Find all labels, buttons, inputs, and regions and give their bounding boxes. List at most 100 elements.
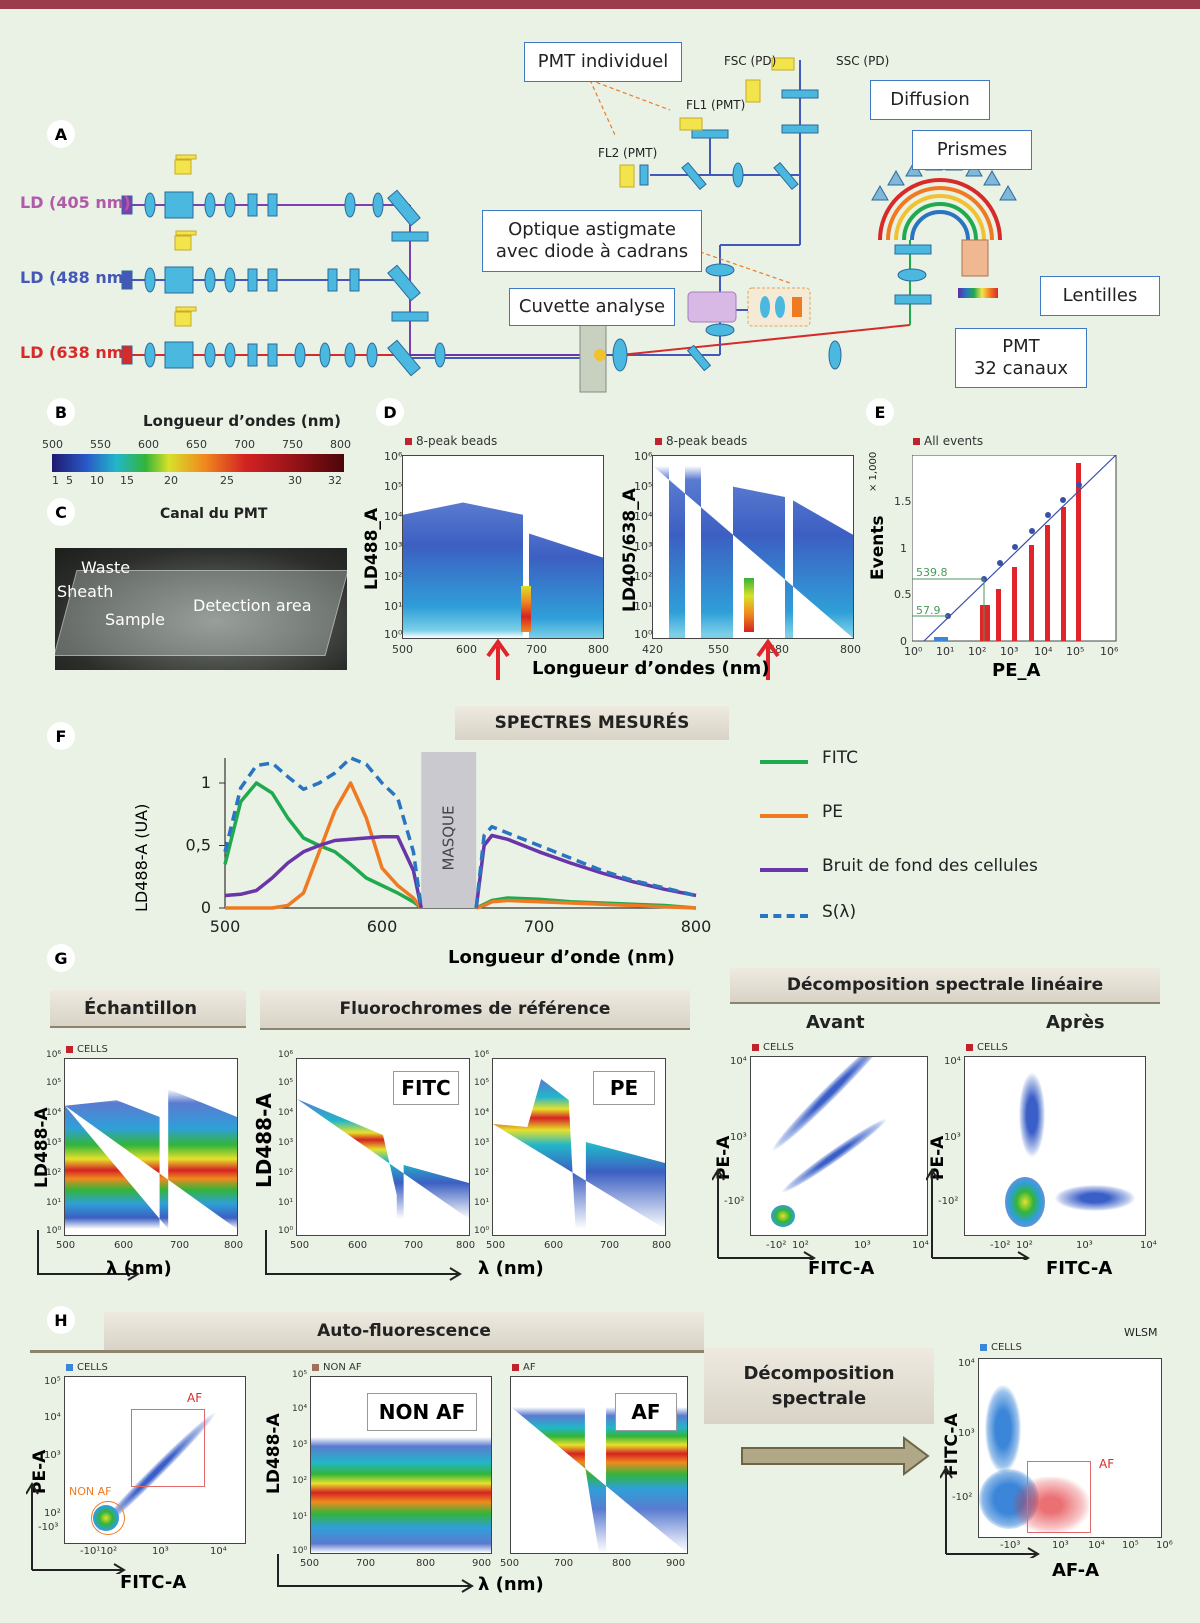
d2-ytick: 10¹ bbox=[634, 600, 653, 613]
e-peak bbox=[1076, 463, 1081, 641]
d2-yticks: 10⁶ 10⁵ 10⁴ 10³ 10² 10¹ 10⁰ bbox=[634, 450, 653, 641]
fl1-label: FL1 (PMT) bbox=[686, 98, 746, 112]
g-bar-echantillon: Échantillon bbox=[50, 990, 246, 1028]
optique-line2: avec diode à cadrans bbox=[495, 241, 689, 262]
d2-ytick: 10⁵ bbox=[634, 480, 653, 493]
optical-bench-diagram bbox=[121, 57, 1017, 393]
e-histogram bbox=[912, 455, 1117, 642]
e-ytick: 1.5 bbox=[894, 495, 912, 508]
h-nonaf-heatmap: NON AF bbox=[310, 1376, 492, 1554]
g-fitc-ytick: 10³ bbox=[278, 1138, 294, 1148]
chip-label-waste: Waste bbox=[81, 558, 131, 577]
h2-xtick: 10⁴ bbox=[1088, 1540, 1105, 1551]
h-af-xtick: 800 bbox=[612, 1558, 632, 1569]
ch-tick: 10 bbox=[90, 474, 104, 487]
g-pe-xtick: 600 bbox=[544, 1240, 564, 1251]
ch-tick: 30 bbox=[288, 474, 302, 487]
d1-ytick: 10⁴ bbox=[384, 510, 403, 523]
e-xtick: 10⁰ bbox=[904, 645, 923, 658]
e-annot1: 539.8 bbox=[916, 566, 948, 579]
laser-405-label: LD (405 nm) bbox=[20, 193, 131, 212]
g-apres: Après bbox=[1046, 1012, 1105, 1033]
g1-ytick: 10⁰ bbox=[46, 1226, 62, 1236]
h2-xticks: -10³ 10³ 10⁴ 10⁵ 10⁶ bbox=[1000, 1540, 1190, 1554]
e-peak bbox=[1061, 507, 1066, 641]
h-wlsm: WLSM bbox=[1124, 1326, 1158, 1339]
d2-arrow bbox=[756, 638, 780, 680]
pmt32-line1: PMT bbox=[1002, 335, 1040, 357]
g-fitc-inset: FITC bbox=[393, 1071, 459, 1105]
h1-xticks: -10¹10² 10³ 10⁴ bbox=[80, 1546, 260, 1560]
f-series-fitc-left bbox=[223, 781, 423, 910]
d2-ytick: 10⁰ bbox=[634, 628, 653, 641]
d1-heatmap bbox=[402, 455, 604, 639]
g-pe-xtick: 700 bbox=[600, 1240, 620, 1251]
wl-tick: 500 bbox=[42, 438, 63, 451]
wl-tick: 700 bbox=[234, 438, 255, 451]
f-xtick: 600 bbox=[367, 917, 398, 933]
e-xtick: 10⁶ bbox=[1100, 645, 1119, 658]
f-legend-bruit-line bbox=[760, 868, 808, 872]
h-nonaf-ytick: 10⁰ bbox=[292, 1546, 308, 1556]
g-apres-axis-arrows bbox=[926, 1168, 1030, 1260]
g-pe-ytick: 10¹ bbox=[474, 1198, 490, 1208]
g1-xtick: 700 bbox=[170, 1240, 190, 1251]
h1-xlabel: FITC-A bbox=[120, 1572, 187, 1593]
f-ytick: 1 bbox=[201, 773, 211, 792]
h-separator bbox=[30, 1350, 706, 1353]
h1-af-label: AF bbox=[187, 1391, 203, 1405]
h-bar-af: Auto-fluorescence bbox=[104, 1312, 704, 1350]
h-decomp-line1: Décomposition bbox=[743, 1362, 895, 1384]
f-mask-rect bbox=[421, 752, 477, 908]
e-fit-line bbox=[923, 455, 1117, 642]
g-avant-xtick: 10⁴ bbox=[912, 1240, 929, 1251]
g-avant-xlabel: FITC-A bbox=[808, 1258, 875, 1279]
h1-ytick: 10⁵ bbox=[44, 1376, 61, 1387]
d2-ytick: 10² bbox=[634, 570, 653, 583]
h1-xtick: 10⁴ bbox=[210, 1546, 227, 1557]
h1-xtick: -10¹10² bbox=[80, 1546, 118, 1557]
d2-xtick: 420 bbox=[642, 643, 663, 656]
d1-xtick: 600 bbox=[456, 643, 477, 656]
g-avant-diag1 bbox=[766, 1057, 897, 1157]
g-fitc-ytick: 10⁴ bbox=[278, 1108, 294, 1118]
g-fitc-ytick: 10¹ bbox=[278, 1198, 294, 1208]
g-avant-xticks: -10² 10² 10³ 10⁴ bbox=[766, 1240, 942, 1254]
g-apres-xtick: 10⁴ bbox=[1140, 1240, 1157, 1251]
f-xlabel: Longueur d’onde (nm) bbox=[448, 947, 675, 968]
e-xticks: 10⁰ 10¹ 10² 10³ 10⁴ 10⁵ 10⁶ bbox=[904, 645, 1124, 659]
d1-ytick: 10² bbox=[384, 570, 403, 583]
ch-tick: 25 bbox=[220, 474, 234, 487]
g-avant-scatter bbox=[750, 1056, 928, 1236]
g-fitc-xtick: 600 bbox=[348, 1240, 368, 1251]
e-ytick: 0 bbox=[900, 635, 907, 648]
h-nonaf-xtick: 900 bbox=[472, 1558, 492, 1569]
f-series-bruit-left bbox=[224, 835, 424, 909]
h-nonaf-xtick: 800 bbox=[416, 1558, 436, 1569]
g-ref-axis-arrows bbox=[265, 1230, 462, 1281]
cuvette-box: Cuvette analyse bbox=[509, 288, 675, 326]
f-series-pe-right bbox=[475, 898, 697, 910]
fsc-label: FSC (PD) bbox=[724, 54, 777, 68]
h-nonaf-ytick: 10³ bbox=[292, 1440, 308, 1450]
g1-ytick: 10¹ bbox=[46, 1198, 62, 1208]
g-apres-xlabel: FITC-A bbox=[1046, 1258, 1113, 1279]
d1-yticks: 10⁶ 10⁵ 10⁴ 10³ 10² 10¹ 10⁰ bbox=[384, 450, 403, 641]
d-red-arrows bbox=[486, 638, 780, 680]
wl-tick: 550 bbox=[90, 438, 111, 451]
f-ylabel: LD488-A (UA) bbox=[132, 803, 151, 912]
h-nonaf-heat bbox=[311, 1437, 491, 1553]
f-legend-fitc: FITC bbox=[822, 748, 859, 768]
g-fitc-ytick: 10⁶ bbox=[278, 1050, 294, 1060]
g-fitc-xticks: 500 600 700 800 bbox=[290, 1240, 486, 1254]
g-apres-cluster-main bbox=[1005, 1177, 1045, 1227]
f-legend-fitc-line bbox=[760, 760, 808, 764]
g1-ytick: 10⁶ bbox=[46, 1050, 62, 1060]
prismes-box: Prismes bbox=[912, 130, 1032, 170]
d-xlabel: Longueur d’ondes (nm) bbox=[532, 658, 770, 679]
d1-xtick: 800 bbox=[588, 643, 609, 656]
panel-letter-c: C bbox=[47, 498, 75, 526]
h-decomp-line2: spectrale bbox=[771, 1388, 867, 1409]
h1-gate-af bbox=[131, 1409, 205, 1487]
d2-xticks: 420 550 680 800 bbox=[642, 643, 872, 657]
